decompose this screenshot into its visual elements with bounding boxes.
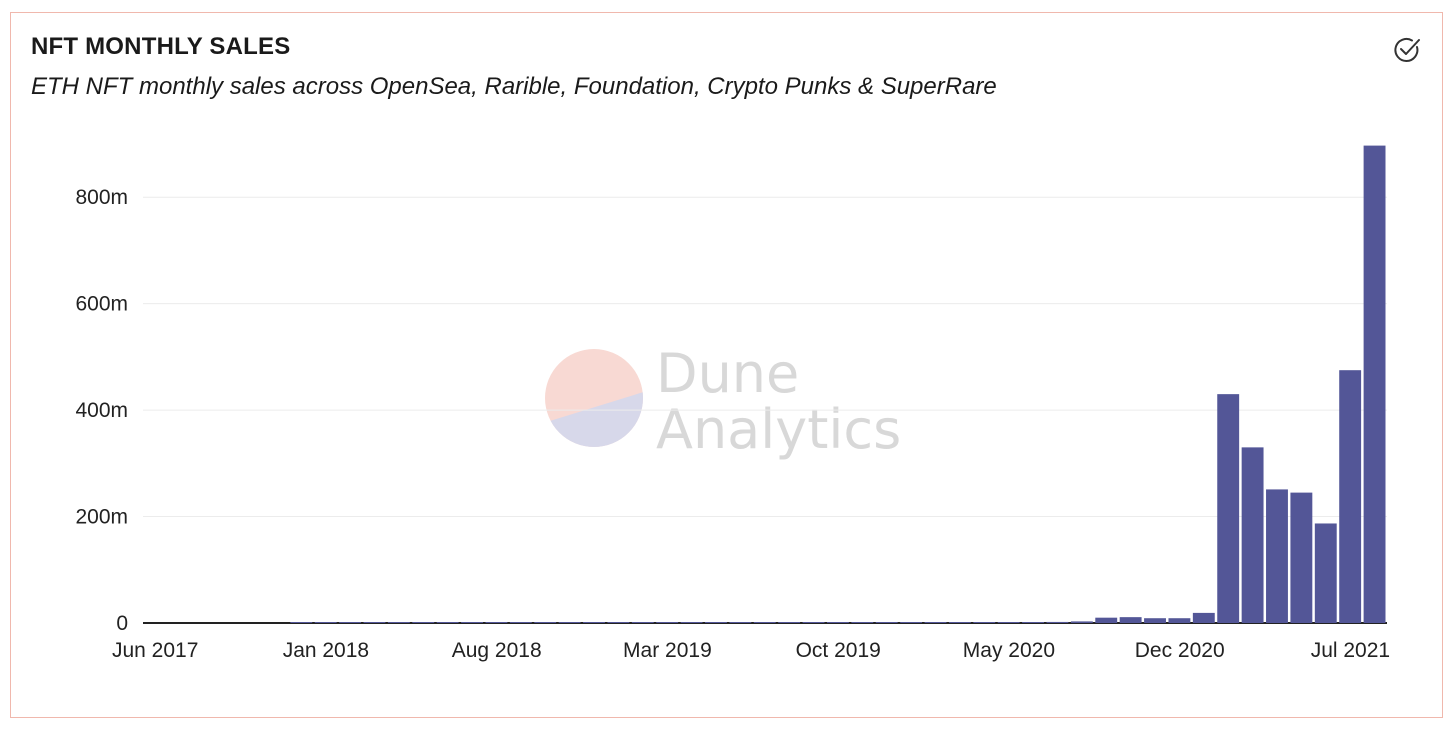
bar[interactable] [1168, 618, 1191, 623]
bar[interactable] [1095, 617, 1118, 623]
y-tick-label: 200m [75, 506, 128, 529]
chart-card: NFT MONTHLY SALES ETH NFT monthly sales … [10, 12, 1443, 718]
x-tick-label: Aug 2018 [452, 639, 542, 662]
bar[interactable] [1339, 370, 1362, 623]
bar[interactable] [680, 622, 703, 623]
bar[interactable] [1192, 612, 1215, 623]
bar[interactable] [778, 622, 801, 623]
bar[interactable] [924, 622, 947, 623]
bar[interactable] [1022, 622, 1045, 623]
bar[interactable] [1266, 489, 1288, 623]
bar[interactable] [729, 622, 752, 623]
x-tick-label: Dec 2020 [1135, 639, 1225, 662]
grid-lines [143, 196, 1387, 624]
check-circle-icon[interactable] [1392, 35, 1422, 65]
y-tick-label: 600m [75, 293, 128, 316]
bar[interactable] [290, 622, 313, 623]
bar[interactable] [412, 622, 435, 623]
chart-title: NFT MONTHLY SALES [31, 33, 291, 60]
bar[interactable] [363, 622, 386, 623]
bar[interactable] [1363, 145, 1386, 623]
bar[interactable] [1314, 523, 1337, 623]
bar[interactable] [973, 622, 996, 623]
bar[interactable] [826, 622, 849, 623]
bar[interactable] [509, 622, 532, 623]
bar[interactable] [558, 622, 581, 623]
bar[interactable] [997, 622, 1020, 623]
bar[interactable] [1046, 621, 1069, 623]
bar[interactable] [1144, 618, 1166, 623]
chart-subtitle: ETH NFT monthly sales across OpenSea, Ra… [31, 73, 997, 100]
bar[interactable] [1119, 617, 1142, 623]
bar[interactable] [534, 622, 557, 623]
bar[interactable] [1217, 394, 1240, 623]
bar[interactable] [875, 622, 898, 623]
bar[interactable] [705, 622, 727, 623]
x-tick-label: Jul 2021 [1311, 639, 1390, 662]
bars [290, 145, 1386, 623]
bar[interactable] [851, 622, 874, 623]
watermark-line1: Dune [656, 342, 799, 405]
dune-analytics-watermark: Dune Analytics [545, 342, 901, 461]
bar[interactable] [656, 622, 679, 623]
bar[interactable] [1070, 621, 1093, 623]
bar[interactable] [387, 622, 410, 623]
y-tick-label: 800m [75, 186, 128, 209]
bar[interactable] [461, 622, 483, 623]
bar[interactable] [631, 622, 654, 623]
bar[interactable] [900, 622, 923, 623]
x-tick-label: Jun 2017 [112, 639, 198, 662]
bar[interactable] [753, 622, 776, 623]
x-tick-label: Oct 2019 [796, 639, 881, 662]
bar[interactable] [802, 622, 825, 623]
bar[interactable] [583, 622, 605, 623]
bar[interactable] [1290, 492, 1313, 623]
x-axis: Jun 2017 Jan 2018 Aug 2018 Mar 2019 Oct 2019… [112, 639, 1390, 662]
y-axis: 0 200m 400m 600m 800m [75, 186, 128, 635]
x-tick-label: May 2020 [963, 639, 1055, 662]
bar[interactable] [948, 622, 971, 623]
watermark-line2: Analytics [656, 398, 901, 461]
y-tick-label: 400m [75, 399, 128, 422]
x-tick-label: Mar 2019 [623, 639, 712, 662]
bar[interactable] [607, 622, 630, 623]
bar[interactable] [436, 622, 459, 623]
bar[interactable] [485, 622, 508, 623]
y-tick-label: 0 [116, 612, 128, 635]
bar[interactable] [314, 622, 337, 623]
x-tick-label: Jan 2018 [283, 639, 369, 662]
bar[interactable] [1241, 447, 1264, 623]
bar[interactable] [339, 622, 362, 623]
